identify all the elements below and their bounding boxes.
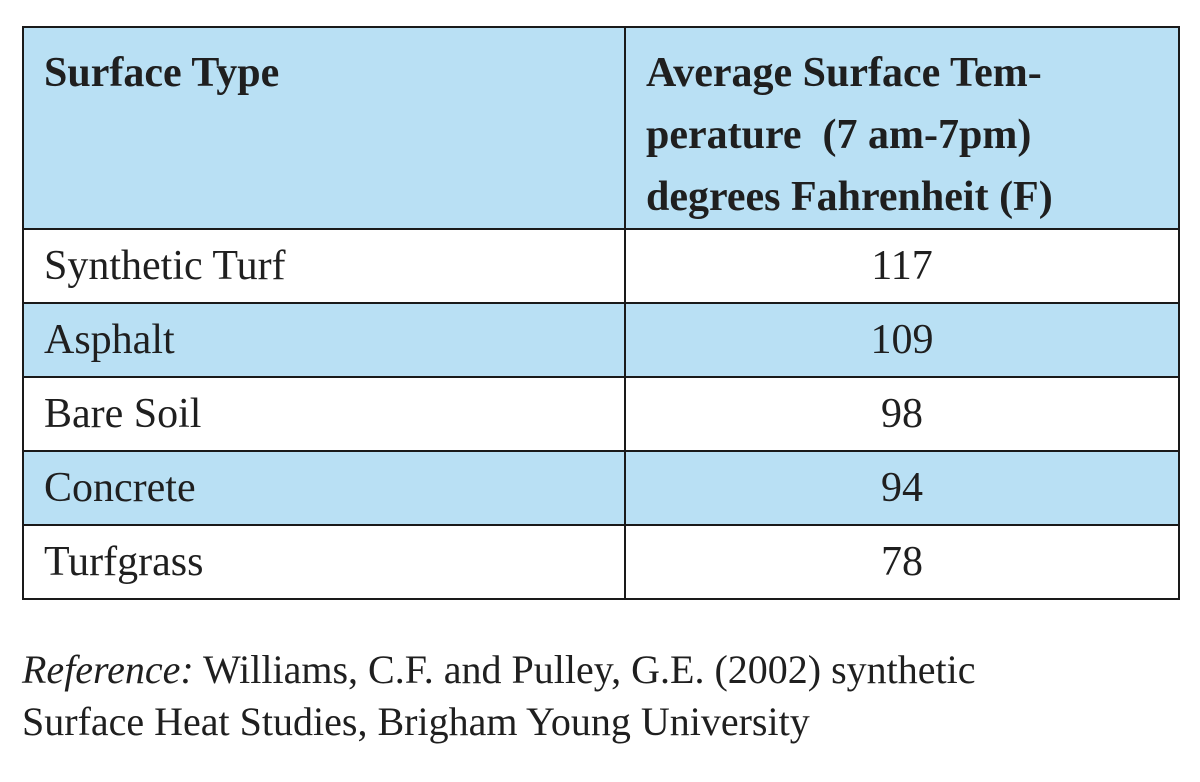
reference-note: Reference: Williams, C.F. and Pulley, G.… <box>22 644 1178 748</box>
surface-temperature-table: Surface Type Average Surface Tem-peratur… <box>22 26 1180 600</box>
temperature-cell: 78 <box>624 524 1180 600</box>
table-row: Bare Soil 98 <box>22 376 1180 452</box>
header-temp-line-2: perature (7 am-7pm) <box>646 112 1032 158</box>
surface-cell: Concrete <box>22 450 626 526</box>
surface-cell: Synthetic Turf <box>22 228 626 304</box>
temperature-cell: 98 <box>624 376 1180 452</box>
temperature-cell: 109 <box>624 302 1180 378</box>
reference-text-line-1: Williams, C.F. and Pulley, G.E. (2002) s… <box>193 647 976 692</box>
surface-cell: Asphalt <box>22 302 626 378</box>
table-row: Concrete 94 <box>22 450 1180 526</box>
reference-label: Reference: <box>22 647 194 692</box>
surface-cell: Turfgrass <box>22 524 626 600</box>
header-surface-type: Surface Type <box>22 26 626 230</box>
table-row: Turfgrass 78 <box>22 524 1180 600</box>
table-row: Synthetic Turf 117 <box>22 228 1180 304</box>
temperature-cell: 117 <box>624 228 1180 304</box>
table-header-row: Surface Type Average Surface Tem-peratur… <box>22 26 1180 230</box>
temperature-cell: 94 <box>624 450 1180 526</box>
reference-text-line-2: Surface Heat Studies, Brigham Young Univ… <box>22 699 810 744</box>
header-average-temperature: Average Surface Tem-perature (7 am-7pm) d… <box>624 26 1180 230</box>
table-row: Asphalt 109 <box>22 302 1180 378</box>
surface-cell: Bare Soil <box>22 376 626 452</box>
header-temp-line-1: Average Surface Tem- <box>646 50 1042 96</box>
header-temp-line-3: degrees Fahrenheit (F) <box>646 174 1053 220</box>
